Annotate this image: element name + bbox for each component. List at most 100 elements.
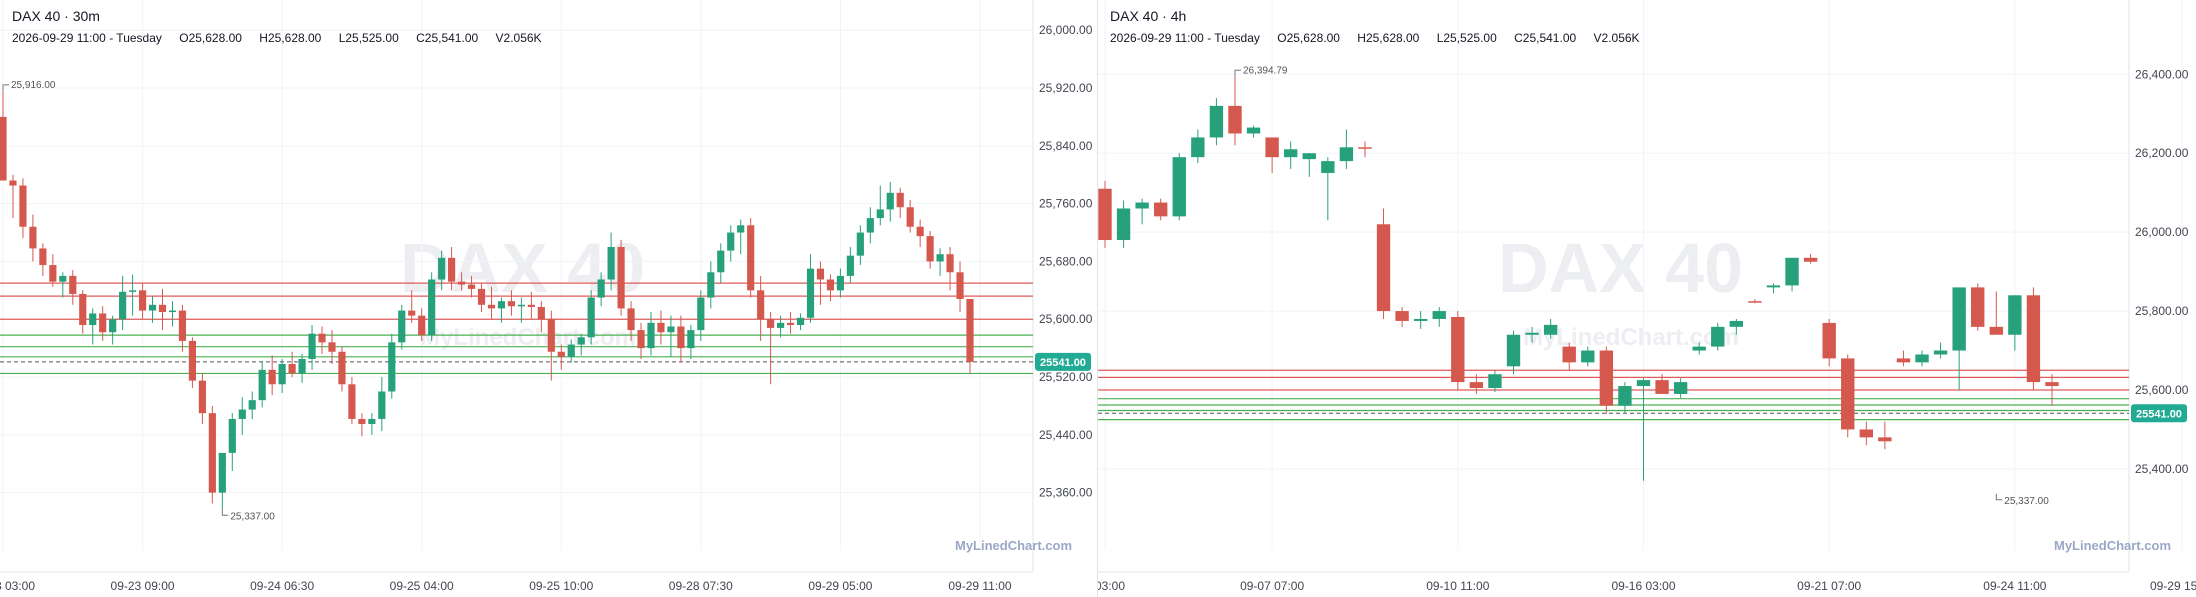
- y-tick-label: 26,000.00: [1039, 23, 1093, 37]
- candle-body: [99, 313, 107, 333]
- current-price-badge: [2131, 404, 2187, 423]
- low-marker-label: 25,337.00: [2004, 496, 2049, 507]
- candle-body: [1432, 311, 1446, 319]
- candle-body: [1172, 157, 1186, 217]
- ohlc-date: 2026-09-29 11:00 - Tuesday: [12, 31, 162, 45]
- ohlc-high: H25,628.00: [1357, 31, 1420, 45]
- candle-body: [557, 351, 565, 357]
- candle-body: [238, 409, 246, 419]
- y-tick-label: 25,520.00: [1039, 370, 1093, 384]
- candle-body: [368, 418, 376, 425]
- candle-body: [1971, 287, 1985, 327]
- ohlc-close: C25,541.00: [416, 31, 479, 45]
- candle-body: [507, 301, 516, 307]
- ohlc-close: C25,541.00: [1514, 31, 1577, 45]
- y-tick-label: 26,200.00: [2135, 146, 2189, 160]
- high-marker-label: 25,916.00: [11, 80, 56, 91]
- candle-body: [59, 275, 67, 282]
- candle-body: [487, 304, 496, 309]
- x-tick-label: 09-24 06:30: [250, 579, 314, 593]
- candle-body: [0, 116, 7, 181]
- ohlc-volume: V2.056K: [1593, 31, 1640, 45]
- candle-body: [896, 192, 904, 208]
- x-tick-label: 09-16 03:00: [1611, 579, 1675, 593]
- candle-body: [1488, 374, 1502, 389]
- candle-body: [2008, 295, 2022, 335]
- chart-panel-30m[interactable]: DAX 40 MyLinedChart.com 26,000.00 25,920.…: [0, 0, 1097, 597]
- candle-body: [348, 384, 356, 419]
- candle-body: [1135, 202, 1149, 209]
- candlestick-chart-30m[interactable]: 26,000.00 25,920.00 25,840.00 25,760.00 25,6…: [0, 0, 1097, 597]
- candle-body: [1525, 332, 1539, 335]
- candle-body: [39, 248, 47, 266]
- candle-body: [1673, 382, 1688, 394]
- candle-body: [1878, 437, 1892, 442]
- candle-body: [1284, 149, 1298, 158]
- x-tick-label: 09-25 04:00: [390, 579, 454, 593]
- candle-body: [796, 317, 805, 326]
- candle-body: [438, 257, 446, 280]
- low-marker-label: 25,337.00: [230, 511, 275, 522]
- candle-body: [49, 265, 57, 282]
- candle-body: [946, 254, 954, 273]
- candle-body: [866, 218, 874, 233]
- candle-body: [1859, 429, 1873, 438]
- candle-body: [288, 364, 296, 374]
- candle-body: [667, 326, 675, 333]
- y-tick-label: 25,800.00: [2135, 304, 2189, 318]
- candle-body: [1376, 224, 1391, 312]
- x-tick-label: 09-21 07:00: [1797, 579, 1861, 593]
- candle-body: [1785, 257, 1799, 286]
- y-tick-label: 26,000.00: [2135, 225, 2189, 239]
- candle-body: [1302, 153, 1316, 160]
- candle-body: [2026, 295, 2041, 383]
- ohlc-volume: V2.056K: [495, 31, 542, 45]
- candle-body: [876, 209, 884, 219]
- candle-body: [607, 246, 615, 280]
- x-tick-label: 09-29 11:00: [948, 579, 1011, 593]
- y-tick-label: 25,440.00: [1039, 428, 1093, 442]
- candle-body: [776, 322, 785, 328]
- current-price-badge: [1035, 352, 1091, 371]
- candle-body: [1766, 285, 1781, 288]
- y-tick-label: 25,840.00: [1039, 139, 1093, 153]
- brand-label[interactable]: MyLinedChart.com: [955, 538, 1073, 553]
- high-marker-leader: [1234, 69, 1241, 77]
- candle-body: [1116, 208, 1131, 241]
- candle-body: [278, 364, 286, 385]
- candle-body: [19, 185, 27, 227]
- candle-body: [926, 236, 934, 262]
- x-tick-label: 09-29 05:00: [808, 579, 872, 593]
- candle-body: [1209, 105, 1224, 138]
- candle-body: [1618, 386, 1632, 406]
- x-tick-label: 09-23 09:00: [111, 579, 175, 593]
- candle-body: [178, 310, 187, 341]
- candle-body: [467, 284, 476, 289]
- candle-body: [29, 226, 37, 249]
- candle-body: [1952, 287, 1966, 351]
- candle-body: [527, 304, 535, 307]
- current-price-label: 25541.00: [1040, 357, 1086, 369]
- y-tick-label: 25,600.00: [1039, 312, 1093, 326]
- candle-body: [79, 293, 87, 326]
- candle-body: [148, 304, 157, 311]
- candle-body: [1098, 188, 1112, 241]
- ohlc-bar: 2026-09-29 11:00 - Tuesday O25,628.00 H2…: [1110, 30, 1654, 46]
- chart-panel-4h[interactable]: DAX 40 MyLinedChart.com 26,400.00 26,200.…: [1098, 0, 2196, 597]
- candle-body: [198, 380, 206, 414]
- panel-divider: [1097, 0, 1098, 597]
- candle-body: [517, 304, 525, 307]
- candle-body: [457, 281, 466, 285]
- candle-body: [537, 306, 545, 320]
- current-price-label: 25541.00: [2136, 408, 2182, 420]
- candle-body: [1469, 382, 1484, 389]
- candle-body: [1711, 326, 1725, 347]
- brand-label[interactable]: MyLinedChart.com: [2054, 538, 2172, 553]
- candle-body: [228, 418, 236, 453]
- x-tick-label: 09-25 10:00: [529, 579, 593, 593]
- candle-body: [298, 358, 306, 374]
- candle-body: [1896, 358, 1911, 363]
- candle-body: [856, 232, 864, 256]
- ohlc-low: L25,525.00: [338, 31, 399, 45]
- candlestick-chart-4h[interactable]: 26,400.00 26,200.00 26,000.00 25,800.00 25,6…: [1098, 0, 2196, 597]
